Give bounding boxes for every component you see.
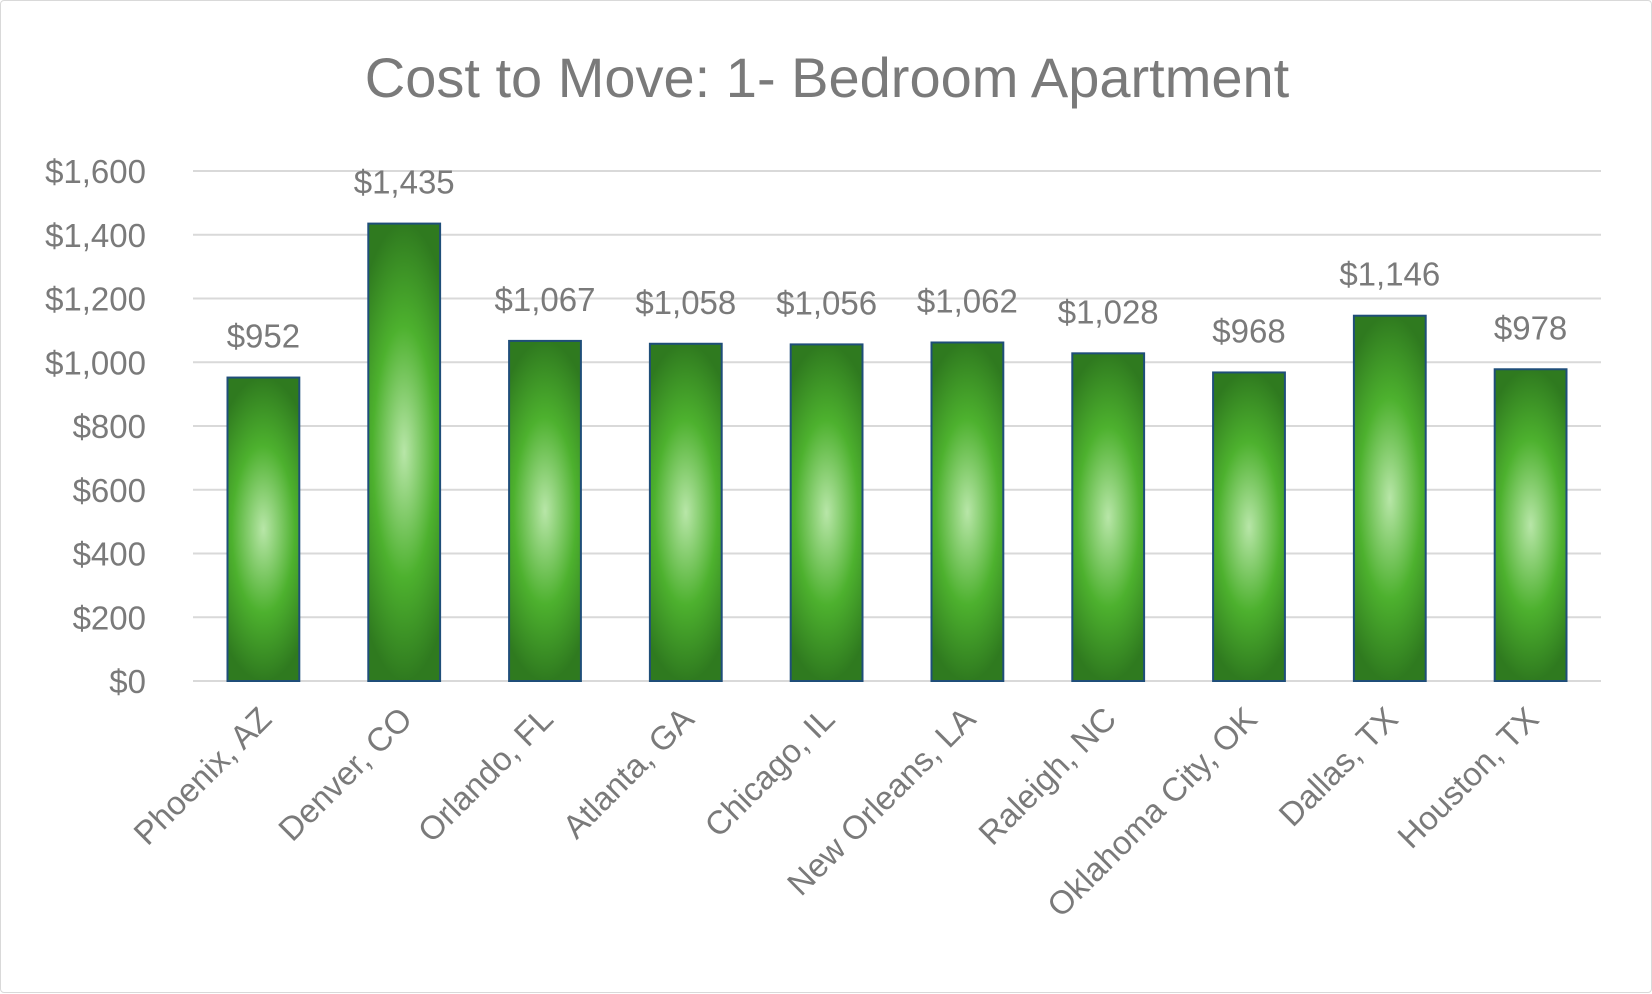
- bar: [226, 376, 301, 682]
- bar: [1493, 368, 1568, 682]
- data-label: $1,028: [1058, 293, 1159, 330]
- data-label: $1,056: [776, 284, 877, 321]
- bar: [508, 339, 582, 682]
- y-axis-ticks: $0 $200 $400 $600 $800 $1,000 $1,200 $1,400 $1,6…: [45, 153, 146, 700]
- bars: [226, 222, 1568, 682]
- x-tick-label: Atlanta, GA: [555, 700, 700, 845]
- chart-title: Cost to Move: 1- Bedroom Apartment: [365, 46, 1290, 109]
- x-tick-label: Phoenix, AZ: [126, 700, 278, 852]
- data-label: $1,062: [917, 282, 1018, 319]
- y-tick-label: $400: [73, 536, 146, 573]
- y-tick-label: $1,400: [45, 217, 146, 254]
- data-label: $968: [1212, 312, 1285, 349]
- y-tick-label: $600: [73, 472, 146, 509]
- x-tick-label: Orlando, FL: [411, 700, 560, 849]
- y-tick-label: $0: [109, 663, 146, 700]
- data-labels: $952 $1,435 $1,067 $1,058 $1,056 $1,062 $1,028…: [227, 164, 1568, 355]
- x-tick-label: Denver, CO: [271, 700, 419, 848]
- bar: [1071, 352, 1146, 682]
- y-tick-label: $1,000: [45, 344, 146, 381]
- data-label: $978: [1494, 309, 1567, 346]
- bar: [930, 341, 1005, 682]
- data-label: $1,146: [1339, 256, 1440, 293]
- data-label: $1,067: [495, 281, 596, 318]
- y-tick-label: $200: [73, 599, 146, 636]
- data-label: $952: [227, 318, 300, 355]
- y-tick-label: $1,200: [45, 281, 146, 318]
- x-tick-label: Chicago, IL: [697, 700, 841, 844]
- bar: [1352, 314, 1427, 682]
- bar: [367, 222, 442, 682]
- bar: [648, 342, 723, 682]
- bar: [789, 343, 864, 682]
- x-tick-label: Houston, TX: [1390, 700, 1545, 855]
- data-label: $1,435: [354, 164, 455, 201]
- x-tick-label: Dallas, TX: [1271, 700, 1404, 833]
- x-tick-label: Raleigh, NC: [971, 700, 1123, 852]
- data-label: $1,058: [635, 284, 736, 321]
- y-tick-label: $1,600: [45, 153, 146, 190]
- y-tick-label: $800: [73, 408, 146, 445]
- bar: [1212, 371, 1286, 682]
